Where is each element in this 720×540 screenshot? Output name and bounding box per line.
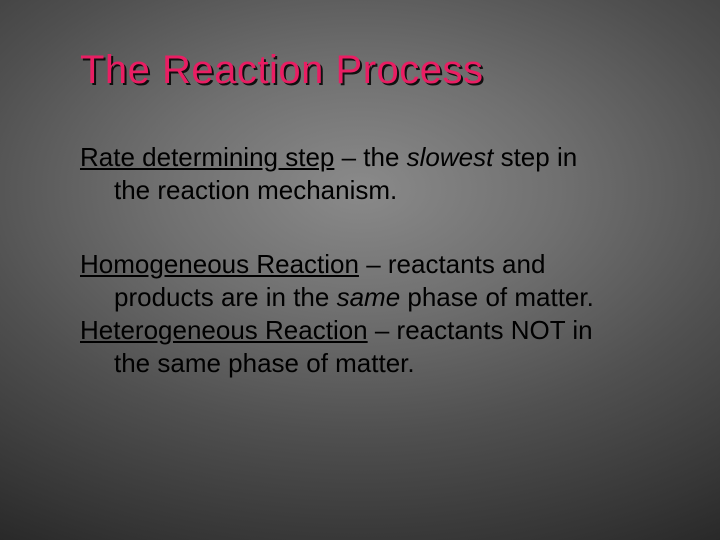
term-homogeneous: Homogeneous Reaction (80, 249, 359, 279)
term-heterogeneous: Heterogeneous Reaction (80, 315, 368, 345)
text-homo-rest: phase of matter. (400, 282, 594, 312)
slide: The Reaction Process Rate determining st… (0, 0, 720, 540)
definition-homogeneous: Homogeneous Reaction – reactants and pro… (80, 248, 620, 315)
term-rds: Rate determining step (80, 142, 334, 172)
definition-group-2: Homogeneous Reaction – reactants and pro… (80, 248, 620, 381)
definition-heterogeneous: Heterogeneous Reaction – reactants NOT i… (80, 314, 620, 381)
text-homo-emph: same (337, 282, 401, 312)
definition-rate-determining-step: Rate determining step – the slowest step… (80, 141, 620, 208)
text-rds-emph: slowest (407, 142, 494, 172)
slide-title: The Reaction Process (80, 48, 680, 93)
slide-body: Rate determining step – the slowest step… (80, 141, 680, 381)
text-rds-sep: – the (334, 142, 406, 172)
